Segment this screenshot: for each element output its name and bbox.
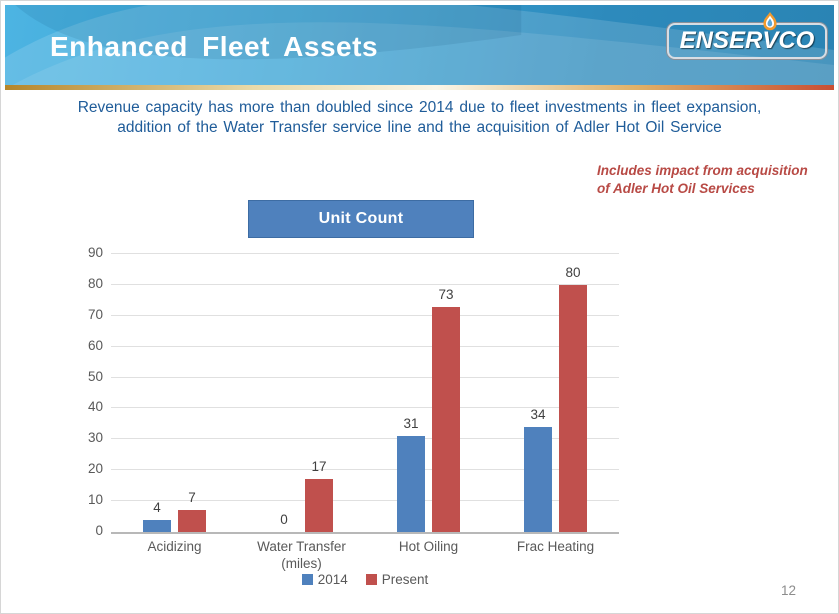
subtitle: Revenue capacity has more than doubled s… xyxy=(1,98,838,139)
bar-value-label: 73 xyxy=(438,286,454,302)
chart-title-box: Unit Count xyxy=(248,200,474,238)
bar-value-label: 4 xyxy=(153,499,161,515)
subtitle-line-2: addition of the Water Transfer service l… xyxy=(117,119,722,137)
legend-label: Present xyxy=(381,572,429,587)
y-axis-tick-label: 20 xyxy=(87,461,103,477)
category-label: Water Transfer (miles) xyxy=(257,539,346,571)
category-label: Hot Oiling xyxy=(398,539,459,554)
y-axis-tick-label: 70 xyxy=(87,306,103,322)
logo-text-left: ENSER xyxy=(679,27,763,54)
legend-swatch-present xyxy=(365,574,377,585)
acquisition-note: Includes impact from acquisition of Adle… xyxy=(597,162,822,197)
subtitle-line-1: Revenue capacity has more than doubled s… xyxy=(77,99,762,116)
y-axis-tick-label: 30 xyxy=(87,430,103,446)
logo-text-v: V xyxy=(762,27,779,54)
y-axis-tick-label: 0 xyxy=(95,523,103,538)
x-axis-line xyxy=(111,532,619,534)
bar-value-label: 7 xyxy=(188,490,196,506)
bar-present-1 xyxy=(178,510,206,532)
gridline xyxy=(111,376,619,378)
bar-present-3 xyxy=(432,306,460,532)
y-axis-tick-label: 50 xyxy=(87,368,103,384)
header-swirl-decoration xyxy=(5,5,834,85)
bar-present-2 xyxy=(305,479,333,532)
bar-2014-4 xyxy=(524,426,552,532)
gridline xyxy=(111,253,619,254)
chart-title: Unit Count xyxy=(318,210,404,227)
bar-present-4 xyxy=(559,284,587,532)
category-label: Acidizing xyxy=(147,539,202,554)
legend-item-2014: 2014 xyxy=(301,572,348,587)
chart-legend: 2014 Present xyxy=(111,572,619,587)
bar-value-label: 31 xyxy=(403,416,419,432)
header-gold-divider xyxy=(5,85,834,90)
bar-value-label: 0 xyxy=(280,512,288,527)
bar-value-label: 17 xyxy=(311,459,327,475)
enservco-logo: ENSER V CO xyxy=(667,12,827,59)
page-number: 12 xyxy=(781,583,797,598)
y-axis-tick-label: 40 xyxy=(87,399,103,415)
note-line-1: Includes impact from acquisition xyxy=(597,163,808,178)
logo-text-right: CO xyxy=(778,27,815,54)
y-axis-tick-label: 10 xyxy=(87,492,103,508)
category-label: Frac Heating xyxy=(516,539,595,554)
gridline xyxy=(111,407,619,409)
legend-item-present: Present xyxy=(365,572,429,587)
enservco-logo-box: ENSER V CO xyxy=(667,12,827,59)
y-axis-tick-label: 80 xyxy=(87,275,103,291)
gridline xyxy=(111,345,619,347)
bar-value-label: 34 xyxy=(530,406,546,422)
legend-swatch-2014 xyxy=(301,574,313,585)
y-axis-tick-label: 60 xyxy=(87,337,103,353)
enservco-logo-text: ENSER V CO xyxy=(679,12,815,55)
page-title: Enhanced Fleet Assets xyxy=(50,31,379,62)
y-axis-tick-label: 90 xyxy=(87,245,103,260)
header-banner: Enhanced Fleet Assets ENSER V CO xyxy=(5,5,834,85)
bar-2014-1 xyxy=(143,519,171,532)
bar-2014-3 xyxy=(397,436,425,532)
note-line-2: of Adler Hot Oil Services xyxy=(597,180,755,196)
gridline xyxy=(111,283,619,285)
gridline xyxy=(111,314,619,316)
flame-icon xyxy=(763,12,777,31)
gridline xyxy=(111,438,619,440)
gridline xyxy=(111,469,619,471)
legend-label: 2014 xyxy=(317,572,348,587)
logo-letter-v: V xyxy=(762,12,779,55)
bar-value-label: 80 xyxy=(565,264,581,280)
gridline xyxy=(111,500,619,502)
